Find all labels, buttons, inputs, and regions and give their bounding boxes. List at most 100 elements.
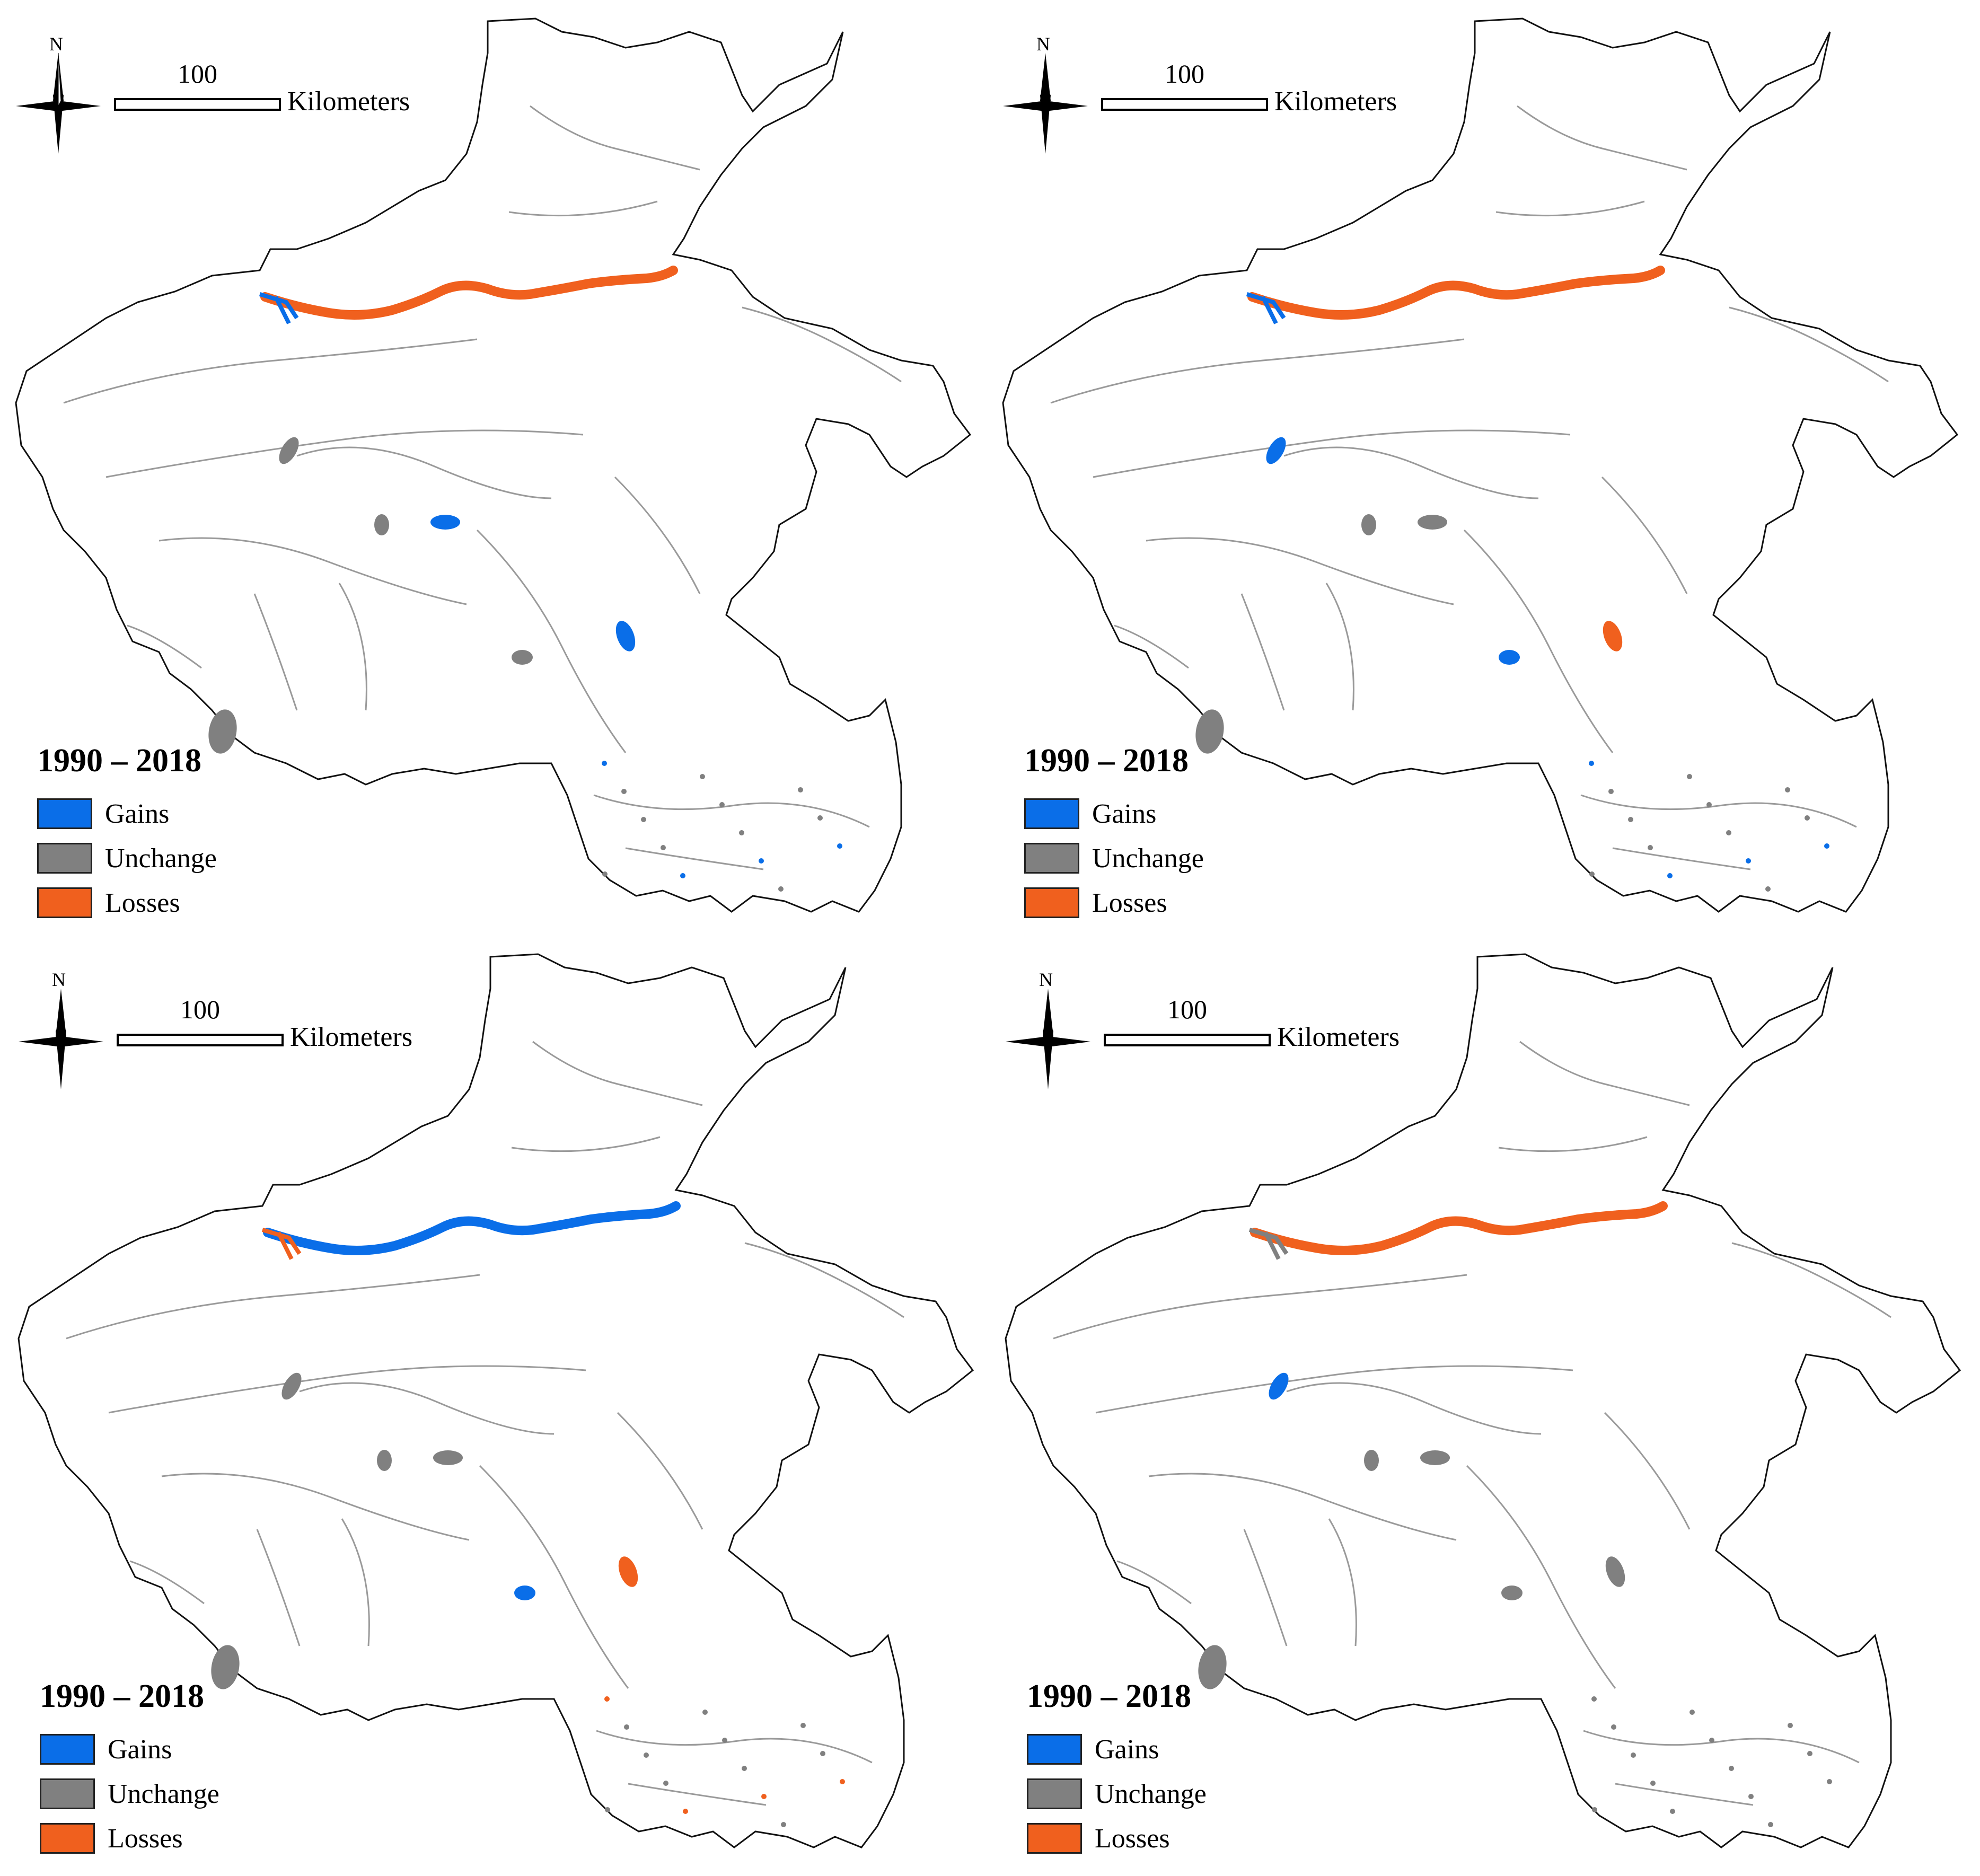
map-panel-top-left: N 100 Kilometers 1990 – 2018 Gains Uncha… — [0, 0, 986, 933]
small-water-body — [1611, 1724, 1616, 1730]
scale-bar — [1101, 98, 1268, 111]
legend-item-losses: Losses — [37, 880, 217, 925]
water-change-features — [211, 1201, 845, 1827]
small-water-body — [1746, 858, 1751, 864]
legend-label: Gains — [105, 798, 170, 829]
scale-value: 100 — [180, 994, 220, 1024]
losses-swatch — [37, 887, 92, 918]
water-body — [1603, 621, 1623, 651]
small-water-body — [1591, 1696, 1597, 1702]
water-body — [618, 1556, 638, 1587]
water-body — [430, 515, 460, 530]
yellow-river-band — [260, 266, 678, 320]
small-water-body — [739, 830, 744, 835]
small-water-body — [1729, 1766, 1734, 1771]
small-water-body — [621, 789, 627, 794]
legend-label: Losses — [1095, 1823, 1170, 1854]
legend-item-unchange: Unchange — [37, 836, 217, 880]
water-change-features — [1195, 266, 1829, 892]
water-body — [1361, 514, 1376, 535]
north-arrow — [998, 32, 1093, 154]
small-water-body — [1689, 1710, 1695, 1715]
water-body — [1420, 1450, 1450, 1465]
legend: 1990 – 2018 Gains Unchange Losses — [1024, 742, 1204, 925]
scale-bar — [1104, 1034, 1271, 1046]
province-map — [1002, 17, 1958, 913]
scale-bar — [114, 98, 281, 111]
water-change-features — [1198, 1201, 1832, 1827]
legend-label: Unchange — [1095, 1778, 1207, 1809]
water-body — [374, 514, 389, 535]
map-panel-top-right: N 100 Kilometers 1990 – 2018 Gains Uncha… — [987, 0, 1973, 933]
small-water-body — [840, 1779, 845, 1784]
small-water-body — [663, 1781, 668, 1786]
small-water-body — [1589, 761, 1594, 766]
scale-value: 100 — [178, 59, 217, 89]
legend-item-unchange: Unchange — [40, 1772, 219, 1816]
legend-label: Unchange — [105, 843, 217, 874]
small-water-body — [1589, 871, 1595, 877]
water-body — [1501, 1586, 1523, 1600]
province-map — [17, 953, 974, 1848]
water-body — [1364, 1450, 1379, 1471]
water-body — [279, 437, 299, 464]
legend-label: Unchange — [1092, 843, 1204, 874]
legend: 1990 – 2018 Gains Unchange Losses — [40, 1678, 219, 1861]
water-body — [433, 1450, 463, 1465]
legend-label: Gains — [1092, 798, 1157, 829]
scale-value: 100 — [1167, 994, 1207, 1024]
water-body — [615, 621, 636, 651]
legend-label: Losses — [108, 1823, 183, 1854]
small-water-body — [1608, 789, 1614, 794]
scale-unit: Kilometers — [1277, 1022, 1400, 1052]
water-body — [1266, 437, 1286, 464]
scale-unit: Kilometers — [287, 86, 410, 117]
small-water-body — [742, 1766, 747, 1771]
water-body — [1195, 709, 1224, 754]
north-label: N — [49, 33, 63, 55]
small-water-body — [644, 1752, 649, 1758]
small-water-body — [837, 843, 842, 849]
reservoir-west — [1246, 292, 1286, 324]
small-water-body — [1807, 1751, 1812, 1756]
small-water-body — [700, 774, 705, 779]
small-water-body — [778, 886, 784, 892]
legend: 1990 – 2018 Gains Unchange Losses — [37, 742, 217, 925]
unchange-swatch — [1027, 1778, 1082, 1809]
north-arrow — [13, 967, 109, 1089]
legend-item-gains: Gains — [37, 791, 217, 836]
legend-label: Unchange — [108, 1778, 219, 1809]
small-water-body — [781, 1822, 786, 1827]
small-water-body — [1687, 774, 1692, 779]
small-water-body — [1706, 802, 1712, 807]
reservoir-west — [259, 292, 299, 324]
small-water-body — [1765, 886, 1771, 892]
province-map — [15, 17, 971, 913]
legend-title: 1990 – 2018 — [37, 743, 201, 779]
small-water-body — [759, 858, 764, 864]
small-water-body — [661, 845, 666, 850]
small-water-body — [1709, 1738, 1714, 1743]
legend-title: 1990 – 2018 — [40, 1678, 204, 1714]
small-water-body — [820, 1751, 825, 1756]
reservoir-west — [1248, 1228, 1289, 1260]
reservoir-west — [261, 1228, 302, 1260]
small-water-body — [722, 1738, 727, 1743]
scale-bar — [117, 1034, 284, 1046]
small-water-body — [1805, 815, 1810, 821]
water-body — [1605, 1556, 1625, 1587]
legend-label: Gains — [108, 1734, 172, 1765]
small-water-body — [1667, 873, 1673, 878]
gains-swatch — [37, 798, 92, 829]
unchange-swatch — [40, 1778, 95, 1809]
scale-unit: Kilometers — [1274, 86, 1397, 117]
legend-item-losses: Losses — [1024, 880, 1204, 925]
small-water-body — [602, 761, 607, 766]
legend-label: Losses — [105, 887, 180, 918]
legend-item-gains: Gains — [1027, 1727, 1207, 1772]
water-body — [514, 1586, 535, 1600]
north-label: N — [1036, 33, 1050, 55]
yellow-river-band — [1247, 266, 1665, 320]
small-water-body — [761, 1794, 767, 1799]
water-body — [208, 709, 237, 754]
